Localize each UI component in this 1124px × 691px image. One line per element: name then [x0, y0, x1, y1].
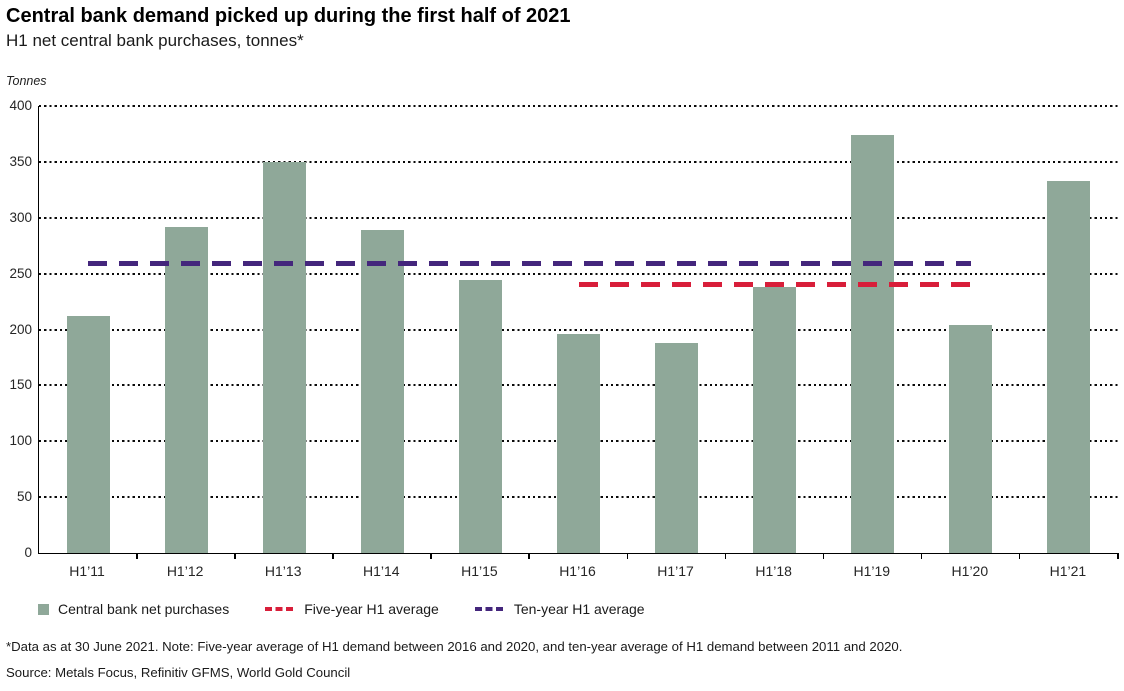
- y-axis-tick-label: 100: [9, 433, 32, 449]
- x-axis-tick: [136, 553, 138, 559]
- bar-h1-14: [360, 230, 404, 553]
- x-axis-tick: [528, 553, 530, 559]
- plot-area: [38, 105, 1119, 559]
- bar-h1-19: [851, 135, 895, 553]
- bar-h1-12: [164, 226, 208, 553]
- x-axis-tick: [234, 553, 236, 559]
- x-axis-tick: [920, 553, 923, 559]
- chart-title: Central bank demand picked up during the…: [6, 5, 571, 27]
- x-axis-tick: [332, 553, 334, 559]
- legend-item-central-bank-net-purchases: Central bank net purchases: [38, 601, 229, 617]
- y-axis-tick-label: 350: [9, 153, 32, 169]
- bar-h1-13: [262, 161, 306, 553]
- y-axis-tick-label: 200: [9, 321, 32, 337]
- gridline-250: [39, 272, 1118, 275]
- bar-h1-21: [1047, 180, 1091, 553]
- x-axis-tick-label-h1-13: H1’13: [264, 563, 302, 579]
- x-axis-tick-label-h1-12: H1’12: [166, 563, 204, 579]
- legend-item-ten-year-h1-average: Ten-year H1 average: [474, 601, 645, 617]
- y-axis-tick-label: 300: [9, 209, 32, 225]
- y-axis-unit-label: Tonnes: [6, 74, 47, 88]
- x-axis-tick: [724, 553, 727, 559]
- y-axis-tick-label: 0: [24, 545, 32, 560]
- x-axis-tick: [1018, 553, 1021, 559]
- five-year-h1-average-line: [578, 282, 971, 288]
- bar-h1-17: [655, 342, 699, 553]
- x-axis-tick: [626, 553, 629, 559]
- bar-h1-11: [66, 316, 110, 553]
- bar-swatch-icon: [38, 603, 49, 615]
- x-axis-tick-label-h1-17: H1’17: [657, 563, 694, 579]
- legend-label: Ten-year H1 average: [513, 601, 645, 617]
- bar-h1-16: [557, 333, 600, 553]
- x-axis-tick-label-h1-16: H1’16: [559, 563, 596, 579]
- x-axis-tick-label-h1-15: H1’15: [461, 563, 498, 579]
- gridline-350: [39, 160, 1118, 163]
- chart-subtitle: H1 net central bank purchases, tonnes*: [6, 31, 304, 50]
- x-axis-tick-label-h1-18: H1’18: [755, 563, 792, 579]
- ten-year-h1-average-dash-swatch-icon: [474, 606, 505, 612]
- source-line: Source: Metals Focus, Refinitiv GFMS, Wo…: [6, 665, 351, 680]
- legend-item-five-year-h1-average: Five-year H1 average: [265, 601, 439, 617]
- y-axis-tick-label: 400: [9, 98, 32, 113]
- x-axis-tick-label-h1-20: H1’20: [951, 563, 989, 579]
- gridline-300: [39, 216, 1118, 219]
- x-axis-tick: [1117, 553, 1119, 559]
- legend-label: Five-year H1 average: [304, 601, 439, 617]
- ten-year-h1-average-line: [88, 261, 971, 267]
- y-axis-tick-label: 150: [9, 377, 32, 393]
- x-axis-tick-label-h1-21: H1’21: [1049, 563, 1087, 579]
- bar-h1-18: [753, 287, 797, 553]
- five-year-h1-average-dash-swatch-icon: [265, 606, 296, 612]
- legend-label: Central bank net purchases: [58, 601, 230, 617]
- legend: Central bank net purchases Five-year H1 a…: [38, 601, 645, 617]
- footnote: *Data as at 30 June 2021. Note: Five-yea…: [6, 639, 903, 654]
- x-axis-tick: [822, 553, 825, 559]
- x-axis-tick-label-h1-11: H1’11: [69, 563, 105, 579]
- bar-h1-20: [949, 325, 993, 553]
- x-axis-tick: [430, 553, 432, 559]
- gridline-200: [39, 328, 1118, 331]
- gridline-400: [39, 105, 1118, 107]
- bar-h1-15: [458, 280, 502, 553]
- x-axis-tick-label-h1-19: H1’19: [853, 563, 891, 579]
- x-axis-tick-label-h1-14: H1’14: [363, 563, 400, 579]
- y-axis-tick-label: 50: [16, 489, 32, 505]
- y-axis-tick-label: 250: [9, 265, 32, 281]
